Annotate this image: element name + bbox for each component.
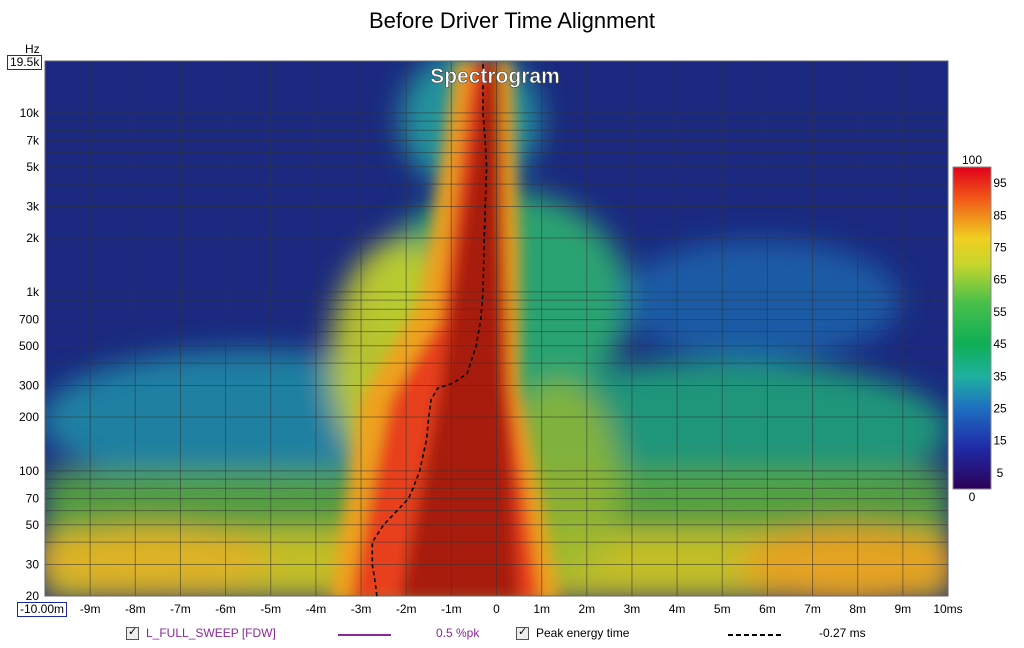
y-tick-label: 1k xyxy=(26,285,40,299)
y-axis-top-label[interactable]: 19.5k xyxy=(7,55,43,70)
x-tick-label: -4m xyxy=(306,602,327,616)
y-tick-label: 2k xyxy=(26,231,40,245)
series2-name: Peak energy time xyxy=(536,626,630,640)
legend: L_FULL_SWEEP [FDW] 0.5 %pk Peak energy t… xyxy=(0,625,1024,643)
y-tick-label: 7k xyxy=(26,134,40,148)
series1-value: 0.5 %pk xyxy=(436,626,480,640)
y-tick-label: 100 xyxy=(19,464,39,478)
x-tick-label: 9m xyxy=(895,602,912,616)
colorbar-tick-label: 75 xyxy=(993,241,1007,255)
colorbar xyxy=(952,166,992,490)
peak-energy-line xyxy=(371,61,488,597)
y-tick-label: 5k xyxy=(26,160,40,174)
x-tick-label: -9m xyxy=(80,602,101,616)
colorbar-tick-label: 85 xyxy=(993,208,1007,222)
x-tick-label: -7m xyxy=(170,602,191,616)
colorbar-tick-label: 45 xyxy=(993,337,1007,351)
y-axis-unit: Hz xyxy=(25,42,40,56)
colorbar-top-label: 100 xyxy=(962,153,982,167)
y-tick-label: 200 xyxy=(19,410,39,424)
grid xyxy=(45,61,949,597)
x-tick-label: 2m xyxy=(578,602,595,616)
colorbar-bottom-label: 0 xyxy=(969,490,976,504)
colorbar-tick-label: 65 xyxy=(993,273,1007,287)
series1-name: L_FULL_SWEEP [FDW] xyxy=(146,626,276,640)
series1-swatch xyxy=(338,634,391,636)
y-tick-label: 500 xyxy=(19,339,39,353)
x-tick-label: -6m xyxy=(215,602,236,616)
colorbar-ticks: 95 85 75 65 55 45 35 25 15 5 xyxy=(993,176,1007,480)
series2-checkbox[interactable] xyxy=(516,625,529,640)
y-tick-label: 20 xyxy=(26,589,40,603)
x-tick-label: 1m xyxy=(533,602,550,616)
x-tick-label: 0 xyxy=(493,602,500,616)
x-tick-label: -2m xyxy=(396,602,417,616)
colorbar-tick-label: 95 xyxy=(993,176,1007,190)
x-tick-label: 3m xyxy=(624,602,641,616)
x-tick-label: 6m xyxy=(759,602,776,616)
colorbar-tick-label: 25 xyxy=(993,402,1007,416)
colorbar-tick-label: 55 xyxy=(993,305,1007,319)
colorbar-tick-label: 35 xyxy=(993,369,1007,383)
x-tick-label: 4m xyxy=(669,602,686,616)
x-tick-label: -8m xyxy=(125,602,146,616)
colorbar-tick-label: 15 xyxy=(993,434,1007,448)
x-tick-label: 5m xyxy=(714,602,731,616)
y-tick-label: 10k xyxy=(20,106,40,120)
x-tick-label: 8m xyxy=(849,602,866,616)
y-tick-label: 3k xyxy=(26,200,40,214)
y-tick-label: 700 xyxy=(19,313,39,327)
x-tick-label: -5m xyxy=(260,602,281,616)
x-axis-ticks: -9m -8m -7m -6m -5m -4m -3m -2m -1m 0 1m 2m 3m 4m 5m 6m… xyxy=(80,602,963,616)
y-tick-label: 300 xyxy=(19,378,39,392)
x-tick-label: -1m xyxy=(441,602,462,616)
x-axis-start-label[interactable]: -10.00m xyxy=(17,602,68,617)
x-tick-label: -3m xyxy=(351,602,372,616)
y-axis-ticks: 20 30 50 70 100 200 300 500 700 1k 2k 3k 5k 7k 10k xyxy=(19,106,40,603)
spectrogram-label: Spectrogram xyxy=(430,65,560,88)
x-tick-label: 10ms xyxy=(933,602,962,616)
x-tick-label: 7m xyxy=(804,602,821,616)
series1-checkbox[interactable] xyxy=(126,625,139,640)
series2-swatch xyxy=(728,634,781,636)
y-tick-label: 30 xyxy=(26,557,40,571)
series2-value: -0.27 ms xyxy=(819,626,866,640)
chart-title: Before Driver Time Alignment xyxy=(368,8,656,33)
spectrogram-heatmap xyxy=(45,61,948,596)
colorbar-tick-label: 5 xyxy=(997,466,1004,480)
y-tick-label: 50 xyxy=(26,518,40,532)
y-tick-label: 70 xyxy=(26,492,40,506)
